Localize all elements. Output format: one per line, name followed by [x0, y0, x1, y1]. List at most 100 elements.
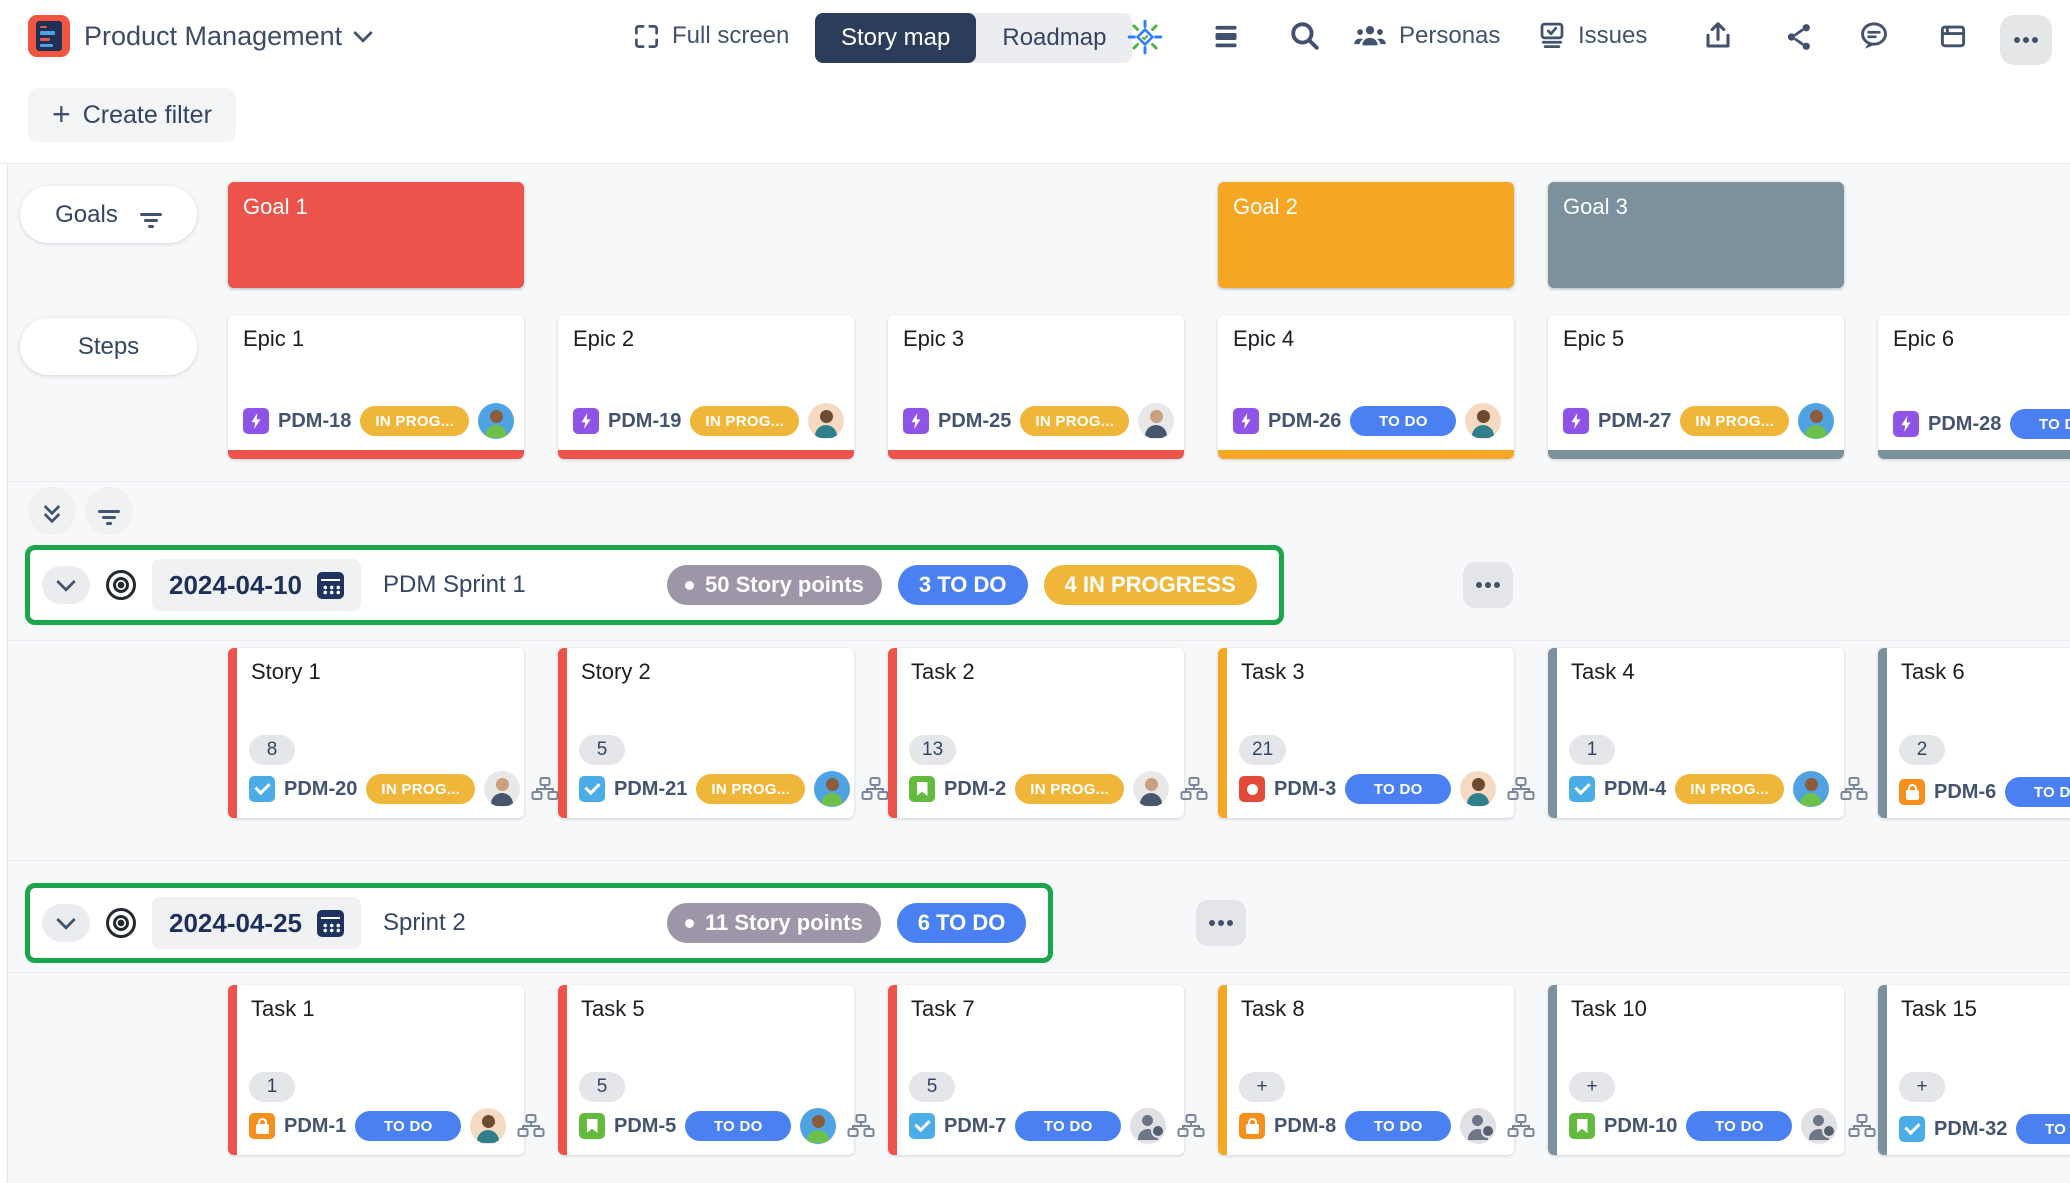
steps-row-label[interactable]: Steps — [20, 318, 197, 375]
create-filter-button[interactable]: + Create filter — [28, 88, 236, 142]
estimate-badge[interactable]: 13 — [909, 735, 957, 765]
status-pill[interactable]: TO DO — [2016, 1114, 2070, 1144]
issue-card[interactable]: Task 8 + PDM-8 TO DO — [1218, 985, 1535, 1155]
ai-sparkle-icon[interactable] — [1126, 18, 1164, 56]
status-pill[interactable]: TO DO — [1350, 406, 1457, 436]
share-icon[interactable] — [1784, 22, 1814, 52]
estimate-badge[interactable]: 1 — [1569, 735, 1615, 765]
status-pill[interactable]: TO DO — [1686, 1111, 1793, 1141]
estimate-badge[interactable]: 1 — [249, 1072, 295, 1102]
hierarchy-icon[interactable] — [1507, 1114, 1535, 1138]
status-pill[interactable]: IN PROG... — [366, 774, 476, 804]
hierarchy-icon[interactable] — [1507, 777, 1535, 801]
status-pill[interactable]: TO DO — [1015, 1111, 1122, 1141]
board-title-button[interactable]: Product Management — [28, 0, 374, 72]
sprint-more-button[interactable] — [1196, 900, 1246, 946]
status-pill[interactable]: TO DO — [355, 1111, 462, 1141]
personas-label: Personas — [1399, 22, 1501, 49]
status-pill[interactable]: IN PROG... — [360, 406, 470, 436]
goals-row-label[interactable]: Goals — [20, 186, 197, 243]
todo-count-pill: 3 TO DO — [897, 565, 1028, 605]
epic-card[interactable]: Epic 3 PDM-25 IN PROG... — [888, 315, 1184, 459]
hierarchy-icon[interactable] — [847, 1114, 875, 1138]
status-pill[interactable]: TO DO — [2010, 409, 2070, 439]
card-title: Task 1 — [251, 996, 315, 1021]
status-pill[interactable]: IN PROG... — [690, 406, 800, 436]
hierarchy-icon[interactable] — [517, 1114, 545, 1138]
ellipsis-icon — [2023, 37, 2029, 43]
status-pill[interactable]: TO DO — [1345, 774, 1452, 804]
issue-card[interactable]: Task 10 + PDM-10 TO DO — [1548, 985, 1876, 1155]
goals-label: Goals — [55, 200, 118, 228]
collapse-sprint-button[interactable] — [42, 904, 90, 942]
epic-card[interactable]: Epic 5 PDM-27 IN PROG... — [1548, 315, 1844, 459]
hierarchy-icon[interactable] — [1848, 1114, 1876, 1138]
epic-card[interactable]: Epic 6 PDM-28 TO DO — [1878, 315, 2070, 459]
hierarchy-icon[interactable] — [1180, 777, 1208, 801]
window-icon[interactable] — [1938, 23, 1968, 51]
sprint-filter-button[interactable] — [85, 487, 133, 535]
goal-card[interactable]: Goal 1 — [228, 182, 524, 288]
full-screen-button[interactable]: Full screen — [633, 0, 789, 72]
hierarchy-icon[interactable] — [531, 777, 559, 801]
hierarchy-icon[interactable] — [861, 777, 889, 801]
estimate-badge[interactable]: 5 — [579, 735, 625, 765]
estimate-badge[interactable]: + — [1239, 1072, 1285, 1102]
issue-card[interactable]: Task 15 + PDM-32 TO DO — [1878, 985, 2070, 1155]
sprint-date-field[interactable]: 2024-04-10 — [152, 559, 361, 611]
tab-story-map[interactable]: Story map — [815, 13, 977, 63]
sprint-name[interactable]: Sprint 2 — [383, 909, 466, 936]
issue-card[interactable]: Story 1 8 PDM-20 IN PROG... — [228, 648, 559, 818]
estimate-badge[interactable]: + — [1569, 1072, 1615, 1102]
issue-card[interactable]: Task 1 1 PDM-1 TO DO — [228, 985, 545, 1155]
collapse-all-button[interactable] — [28, 487, 76, 535]
sprint-date-field[interactable]: 2024-04-25 — [152, 897, 361, 949]
sprint-goal-icon — [106, 570, 136, 600]
sprint-name[interactable]: PDM Sprint 1 — [383, 571, 526, 598]
goal-card[interactable]: Goal 2 — [1218, 182, 1514, 288]
status-pill[interactable]: TO DO — [685, 1111, 792, 1141]
status-pill[interactable]: IN PROG... — [1675, 774, 1785, 804]
avatar-head — [1476, 410, 1490, 423]
status-pill[interactable]: IN PROG... — [1680, 406, 1790, 436]
tab-roadmap[interactable]: Roadmap — [1002, 24, 1107, 51]
status-pill[interactable]: TO DO — [1345, 1111, 1452, 1141]
epic-card[interactable]: Epic 2 PDM-19 IN PROG... — [558, 315, 854, 459]
issue-key: PDM-18 — [278, 409, 352, 432]
sprint-more-button[interactable] — [1463, 562, 1513, 608]
collapse-sprint-button[interactable] — [42, 566, 90, 604]
header-more-button[interactable] — [2000, 15, 2052, 65]
personas-button[interactable]: Personas — [1352, 0, 1500, 72]
estimate-badge[interactable]: 21 — [1239, 735, 1287, 765]
issue-card[interactable]: Task 3 21 PDM-3 TO DO — [1218, 648, 1535, 818]
estimate-badge[interactable]: 8 — [249, 735, 295, 765]
epic-card[interactable]: Epic 1 PDM-18 IN PROG... — [228, 315, 524, 459]
issue-card[interactable]: Task 7 5 PDM-7 TO DO — [888, 985, 1205, 1155]
issue-card[interactable]: Task 2 13 PDM-2 IN PROG... — [888, 648, 1208, 818]
epic-footer: PDM-25 IN PROG... — [903, 403, 1176, 439]
hierarchy-icon[interactable] — [1177, 1114, 1205, 1138]
status-pill[interactable]: IN PROG... — [1020, 406, 1130, 436]
status-pill[interactable]: TO DO — [2005, 777, 2070, 807]
estimate-badge[interactable]: 5 — [909, 1072, 955, 1102]
status-pill[interactable]: IN PROG... — [1015, 774, 1125, 804]
export-icon[interactable] — [1702, 20, 1734, 52]
issue-card[interactable]: Task 6 2 PDM-6 TO DO — [1878, 648, 2070, 818]
issue-card[interactable]: Task 4 1 PDM-4 IN PROG... — [1548, 648, 1868, 818]
estimate-badge[interactable]: 5 — [579, 1072, 625, 1102]
fullscreen-icon — [635, 24, 658, 48]
rows-view-icon[interactable] — [1212, 24, 1240, 50]
search-icon[interactable] — [1288, 19, 1322, 53]
sprint-header[interactable]: 2024-04-10 PDM Sprint 1 50 Story points … — [25, 545, 1284, 625]
epic-card[interactable]: Epic 4 PDM-26 TO DO — [1218, 315, 1514, 459]
issue-card[interactable]: Task 5 5 PDM-5 TO DO — [558, 985, 875, 1155]
status-pill[interactable]: IN PROG... — [696, 774, 806, 804]
issue-card[interactable]: Story 2 5 PDM-21 IN PROG... — [558, 648, 889, 818]
issues-button[interactable]: Issues — [1537, 0, 1647, 72]
hierarchy-icon[interactable] — [1840, 777, 1868, 801]
estimate-badge[interactable]: + — [1899, 1072, 1945, 1102]
sprint-header[interactable]: 2024-04-25 Sprint 2 11 Story points 6 TO… — [25, 883, 1054, 963]
feedback-icon[interactable] — [1858, 20, 1890, 52]
goal-card[interactable]: Goal 3 — [1548, 182, 1844, 288]
estimate-badge[interactable]: 2 — [1899, 735, 1945, 765]
